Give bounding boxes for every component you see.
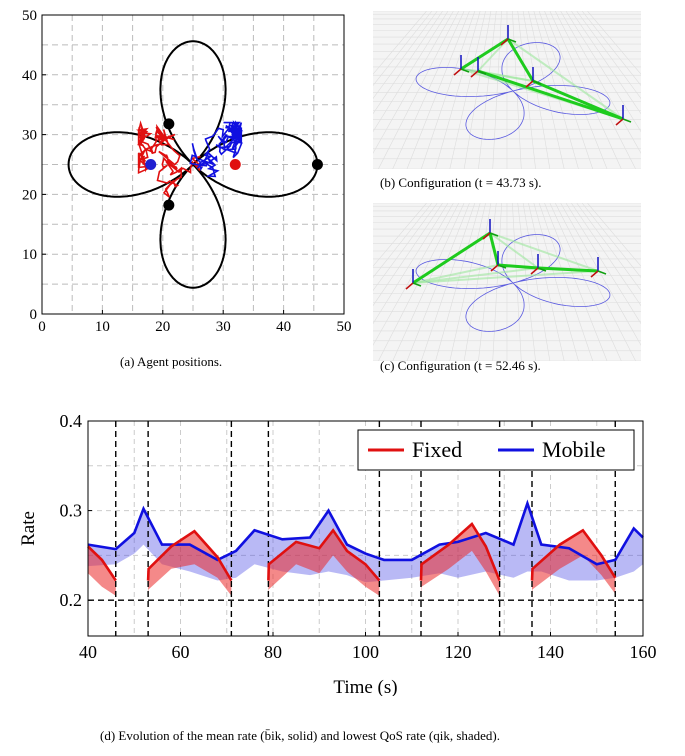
mobile-mean-line [87,499,644,566]
caption-c: (c) Configuration (t = 52.46 s). [380,358,541,373]
link-faint [412,270,599,284]
agent-axis-y [497,264,507,269]
configuration-c-render [373,203,641,361]
x-tick-label: 20 [155,319,170,335]
agent-axis-x [490,264,499,272]
fixed-qos-band [421,524,500,596]
agent-axis-y [489,232,499,237]
agent-axis-x [590,270,599,278]
link-faint [412,264,499,284]
y-tick-label: 0 [30,307,38,323]
x-tick-label: 160 [630,642,657,662]
fixed-agent-trace [135,120,203,198]
agent-axis-x [482,232,491,240]
fixed-qos-band [148,531,232,596]
agent-axis-y [412,282,422,287]
link-faint [489,232,539,269]
plot-frame [41,14,345,315]
x-tick-label: 40 [79,642,97,662]
y-tick-label: 0.4 [60,411,83,431]
agent-axis-x [470,70,479,78]
agent-axis-x [405,282,414,290]
y-tick-label: 0.3 [60,501,83,521]
caption-b: (b) Configuration (t = 43.73 s). [380,175,542,190]
caption-d: (d) Evolution of the mean rate (b̄ik, so… [100,728,501,743]
agent-axis-y [532,80,542,85]
fixed-agent-marker [311,159,323,170]
x-tick-label: 40 [276,319,291,335]
legend-label: Fixed [412,437,462,462]
agent-axis-x [615,118,624,126]
x-tick-label: 30 [216,319,231,335]
agent-axis-y [597,270,607,275]
mobile-agent-trace [189,120,244,178]
link-strong [506,38,535,82]
legend: Fixed Mobile [357,429,635,471]
link-strong [412,231,491,285]
fixed-qos-band [268,530,380,596]
trajectory-outline [415,42,611,140]
fixed-mean-line [87,522,617,582]
fixed-agent-marker [163,118,175,130]
agent-marker [145,159,157,170]
y-tick-label: 10 [22,247,37,263]
agent-axis-y [537,267,547,272]
x-tick-label: 50 [337,319,352,335]
x-tick-label: 80 [264,642,282,662]
agent-axis-y [507,38,517,43]
agent-axis-y [460,68,470,73]
link-strong [497,263,539,270]
y-tick-label: 50 [22,8,37,24]
link-strong [488,232,500,266]
link-faint [412,267,539,284]
fixed-agent-marker [163,199,175,211]
agent-axis-x [525,80,534,88]
trajectory-outline [415,234,611,332]
x-tick-label: 10 [95,319,110,335]
link-faint [477,38,509,72]
y-tick-label: 0.2 [60,590,83,610]
fixed-qos-band [88,546,116,596]
x-tick-label: 120 [445,642,472,662]
link-strong [537,266,599,273]
petal-trajectory [67,40,319,289]
agent-axis-x [530,267,539,275]
rate-evolution-chart: 40 60 80 100 120 140 160 0.2 0.3 0.4 Time (s) Rate F… [18,411,657,696]
link-strong [477,69,624,121]
x-tick-label: 140 [537,642,564,662]
agent-axis-x [453,68,462,76]
x-tick-label: 100 [352,642,379,662]
agent-axis-y [477,70,487,75]
link-strong [460,37,509,71]
agent-axis-x [500,38,509,46]
y-axis-label: Rate [18,511,39,546]
y-tick-label: 40 [22,68,37,84]
agent-positions-plot: 0 10 20 30 40 50 0 10 20 30 40 50 [22,8,352,335]
x-tick-label: 0 [38,319,46,335]
agent-axis-y [622,118,632,123]
mobile-qos-band [88,503,643,583]
y-tick-label: 30 [22,128,37,144]
legend-label: Mobile [542,437,606,462]
caption-a: (a) Agent positions. [120,354,223,369]
x-tick-label: 60 [172,642,190,662]
x-axis-label: Time (s) [333,677,397,696]
link-faint [489,232,599,272]
link-faint [507,38,624,120]
configuration-b-render [373,11,641,169]
agent-marker [229,159,241,170]
y-tick-label: 20 [22,187,37,203]
